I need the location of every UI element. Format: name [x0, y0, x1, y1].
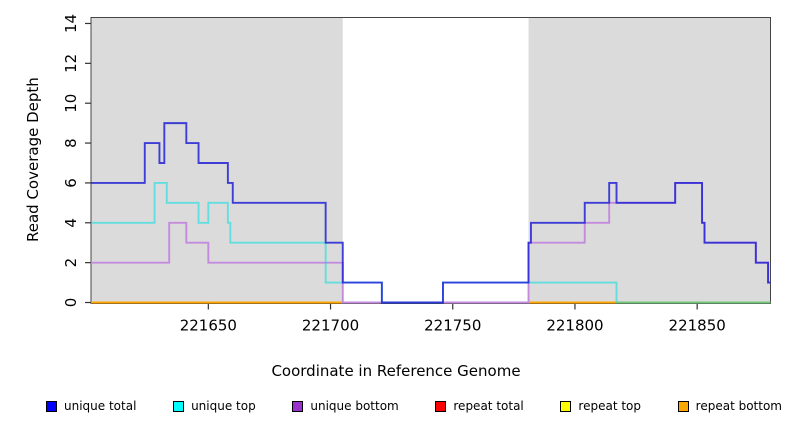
x-tick-label: 221850 [669, 317, 726, 335]
legend-item-unique-bottom: unique bottom [292, 399, 399, 413]
x-tick-label: 221750 [424, 317, 481, 335]
y-tick-label: 2 [62, 258, 80, 268]
plot-box [90, 17, 771, 304]
legend-swatch-icon [173, 400, 185, 412]
legend: unique total unique top unique bottom repea… [46, 399, 782, 413]
legend-item-label: repeat bottom [695, 399, 782, 413]
legend-swatch-icon [435, 400, 447, 412]
repeat-region-left-shading [91, 17, 343, 304]
legend-swatch-icon [292, 400, 304, 412]
legend-item-repeat-bottom: repeat bottom [677, 399, 782, 413]
x-tick-label: 221700 [302, 317, 359, 335]
legend-item-label: unique top [191, 399, 256, 413]
y-tick-label: 4 [62, 218, 80, 228]
legend-item-unique-total: unique total [46, 399, 136, 413]
y-tick-label: 12 [62, 54, 80, 73]
y-tick-label: 0 [62, 298, 80, 308]
x-tick-label: 221800 [546, 317, 603, 335]
legend-item-label: unique total [64, 399, 137, 413]
y-axis-title: Read Coverage Depth [24, 77, 42, 242]
legend-swatch-icon [560, 400, 572, 412]
y-tick-label: 14 [62, 14, 80, 33]
series-unique-total [91, 122, 771, 304]
x-axis-title: Coordinate in Reference Genome [271, 362, 521, 380]
coverage-plot: 221650 221700 221750 221800 221850 0 2 4 6 8 10 12 1… [62, 14, 771, 335]
legend-swatch-icon [677, 400, 689, 412]
legend-item-label: repeat top [578, 399, 642, 413]
y-tick-label: 10 [62, 94, 80, 113]
legend-item-label: repeat total [453, 399, 524, 413]
legend-item-repeat-top: repeat top [560, 399, 641, 413]
legend-item-label: unique bottom [310, 399, 399, 413]
repeat-region-right-shading [528, 17, 771, 304]
legend-swatch-icon [46, 400, 57, 412]
y-tick-label: 6 [62, 178, 80, 188]
legend-item-repeat-total: repeat total [435, 399, 524, 413]
x-tick-label: 221650 [180, 317, 237, 335]
legend-item-unique-top: unique top [173, 399, 256, 413]
y-tick-label: 8 [62, 138, 80, 148]
